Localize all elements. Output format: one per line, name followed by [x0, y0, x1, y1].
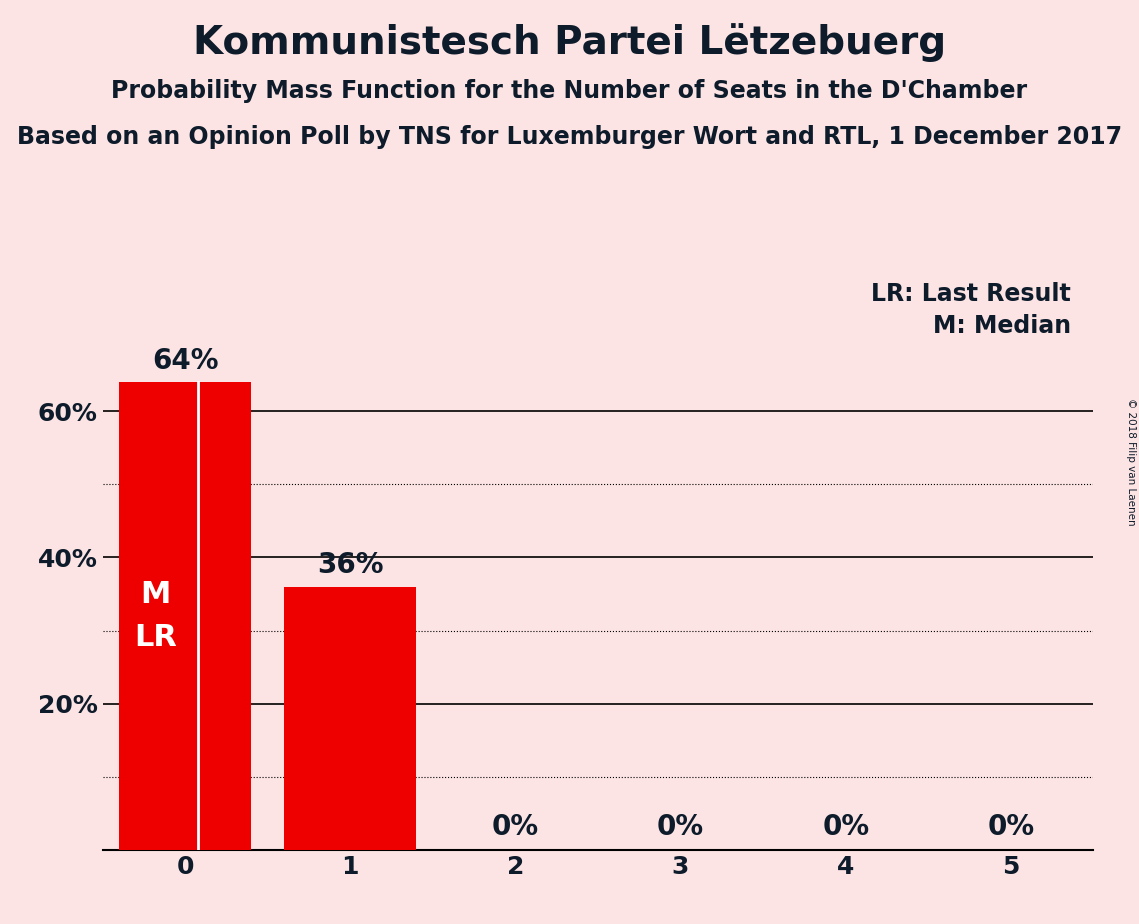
Text: © 2018 Filip van Laenen: © 2018 Filip van Laenen — [1126, 398, 1136, 526]
Text: 0%: 0% — [822, 813, 869, 841]
Text: 0%: 0% — [492, 813, 539, 841]
Text: 64%: 64% — [151, 346, 219, 374]
Text: M: Median: M: Median — [933, 314, 1071, 338]
Bar — [285, 587, 417, 850]
Text: 0%: 0% — [988, 813, 1034, 841]
Text: LR: LR — [134, 624, 177, 652]
Text: Probability Mass Function for the Number of Seats in the D'Chamber: Probability Mass Function for the Number… — [112, 79, 1027, 103]
Text: Kommunistesch Partei Lëtzebuerg: Kommunistesch Partei Lëtzebuerg — [192, 23, 947, 62]
Text: Based on an Opinion Poll by TNS for Luxemburger Wort and RTL, 1 December 2017: Based on an Opinion Poll by TNS for Luxe… — [17, 125, 1122, 149]
Bar — [118, 382, 251, 850]
Text: M: M — [140, 579, 171, 609]
Text: 36%: 36% — [317, 552, 384, 579]
Text: 0%: 0% — [657, 813, 704, 841]
Text: LR: Last Result: LR: Last Result — [871, 282, 1071, 306]
